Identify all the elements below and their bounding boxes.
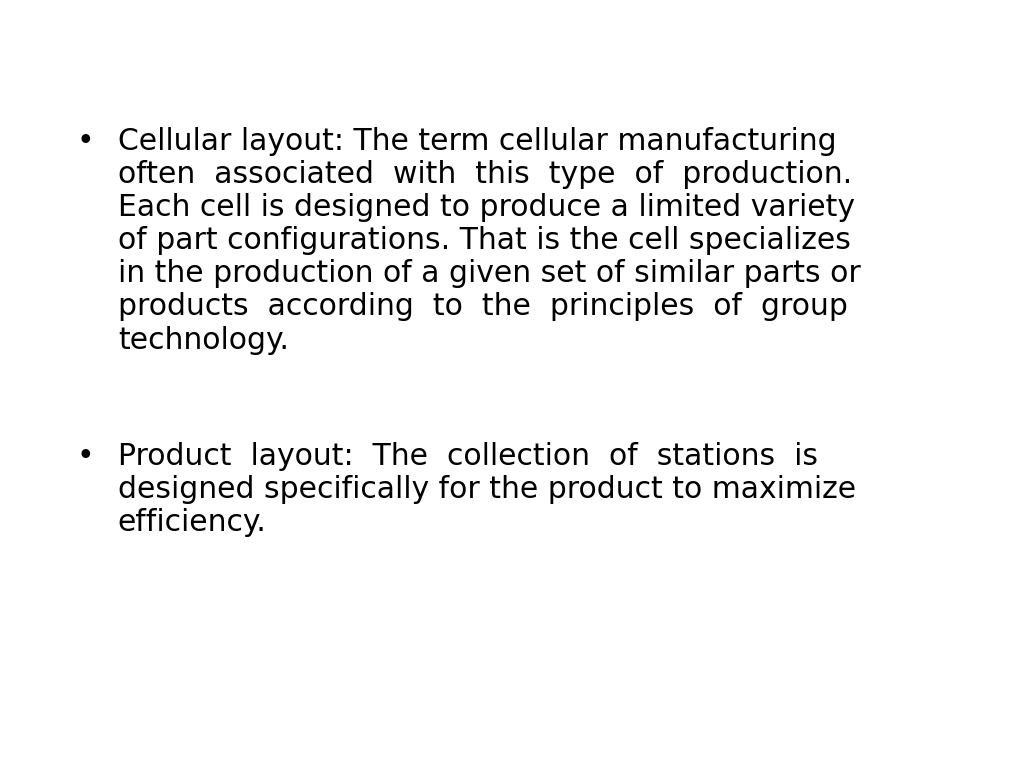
Text: Cellular layout: The term cellular manufacturing
often  associated  with  this  : Cellular layout: The term cellular manuf… xyxy=(118,127,860,355)
Text: •: • xyxy=(77,442,94,471)
Text: •: • xyxy=(77,127,94,156)
Text: Product  layout:  The  collection  of  stations  is
designed specifically for th: Product layout: The collection of statio… xyxy=(118,442,856,537)
